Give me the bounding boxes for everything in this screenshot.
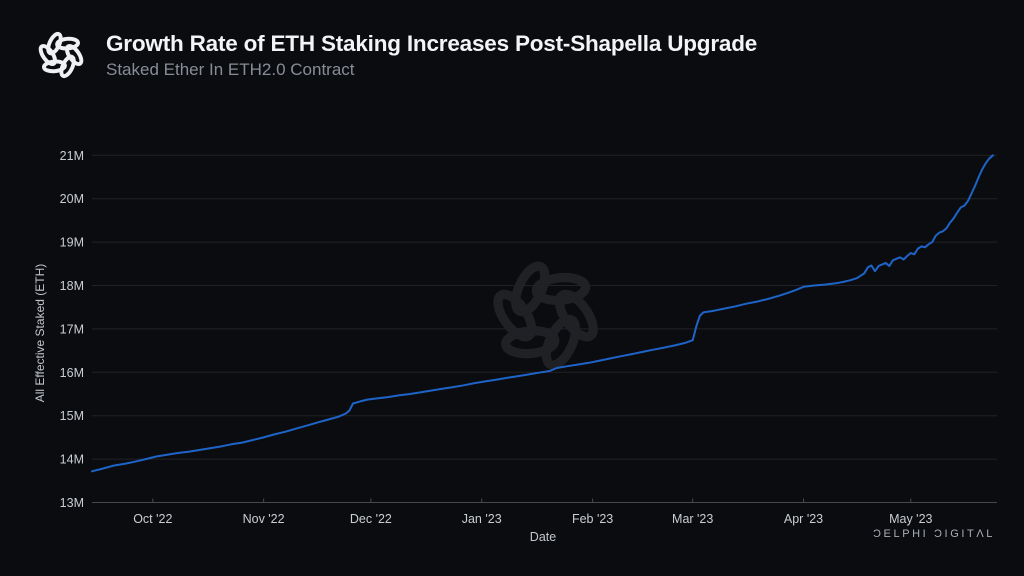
staked-eth-line	[91, 154, 994, 473]
chart-titles: Growth Rate of ETH Staking Increases Pos…	[106, 31, 757, 79]
brand-wordmark: ƆELPHI ƆIGITΛL	[873, 528, 995, 540]
x-tick-label: Oct '22	[133, 512, 172, 526]
y-tick-label: 18M	[60, 279, 84, 293]
y-tick-label: 15M	[60, 409, 84, 423]
chart-subtitle: Staked Ether In ETH2.0 Contract	[106, 60, 355, 79]
y-tick-label: 13M	[60, 496, 84, 510]
x-tick-label: May '23	[889, 512, 932, 526]
x-tick-label: Jan '23	[462, 512, 502, 526]
y-tick-label: 17M	[60, 322, 84, 336]
x-tick-label: Dec '22	[350, 512, 392, 526]
x-tick-label: Nov '22	[243, 512, 285, 526]
x-tick-label: Mar '23	[672, 512, 713, 526]
delphi-knot-watermark	[492, 262, 600, 369]
x-tick-label: Feb '23	[572, 512, 613, 526]
y-tick-label: 20M	[60, 192, 84, 206]
chart-header: Growth Rate of ETH Staking Increases Pos…	[33, 27, 757, 83]
y-tick-label: 16M	[60, 366, 84, 380]
x-axis-title: Date	[530, 530, 556, 544]
y-tick-label: 14M	[60, 453, 84, 467]
y-tick-label: 21M	[60, 149, 84, 163]
y-tick-label: 19M	[60, 236, 84, 250]
chart-title: Growth Rate of ETH Staking Increases Pos…	[106, 31, 758, 56]
x-tick-label: Apr '23	[784, 512, 823, 526]
y-axis-title: All Effective Staked (ETH)	[33, 264, 47, 403]
